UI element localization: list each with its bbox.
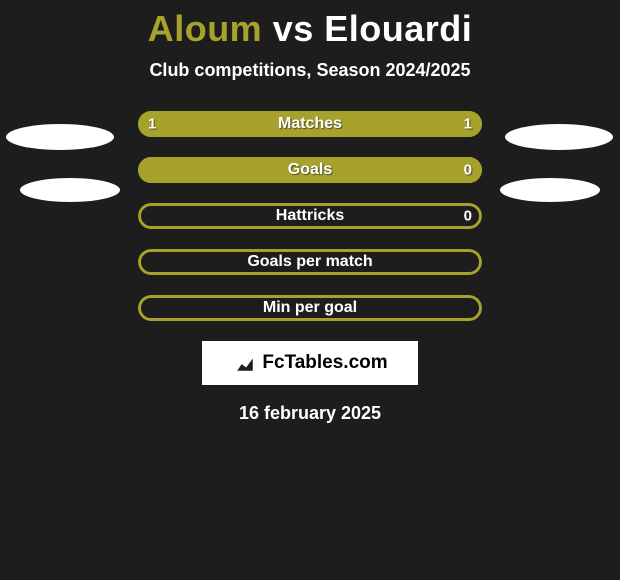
date-label: 16 february 2025 [0, 385, 620, 424]
stat-row: Min per goal [138, 295, 482, 321]
stat-value-right: 0 [464, 208, 472, 225]
player-oval [500, 178, 600, 202]
title-player2: Elouardi [324, 8, 472, 49]
title-vs: vs [262, 8, 324, 49]
player-oval [505, 124, 613, 150]
stat-value-right: 1 [464, 116, 472, 133]
stat-label: Min per goal [263, 299, 357, 317]
page-title: Aloum vs Elouardi [0, 0, 620, 60]
infographic-container: Aloum vs Elouardi Club competitions, Sea… [0, 0, 620, 580]
stat-label: Hattricks [276, 207, 344, 225]
subtitle: Club competitions, Season 2024/2025 [0, 60, 620, 111]
stat-label: Matches [278, 115, 342, 133]
stat-label: Goals per match [247, 253, 372, 271]
chart-icon [232, 353, 258, 373]
title-player1: Aloum [148, 8, 263, 49]
stat-row: Hattricks 0 [138, 203, 482, 229]
player-oval [6, 124, 114, 150]
stat-row: Matches 1 1 [138, 111, 482, 137]
stat-row: Goals per match [138, 249, 482, 275]
logo-wrap: FcTables.com [232, 352, 387, 374]
stat-value-left: 1 [148, 116, 156, 133]
logo-text: FcTables.com [262, 352, 387, 374]
logo-box: FcTables.com [202, 341, 418, 385]
player-oval [20, 178, 120, 202]
stat-label: Goals [288, 161, 332, 179]
stat-value-right: 0 [464, 162, 472, 179]
stat-row: Goals 0 [138, 157, 482, 183]
